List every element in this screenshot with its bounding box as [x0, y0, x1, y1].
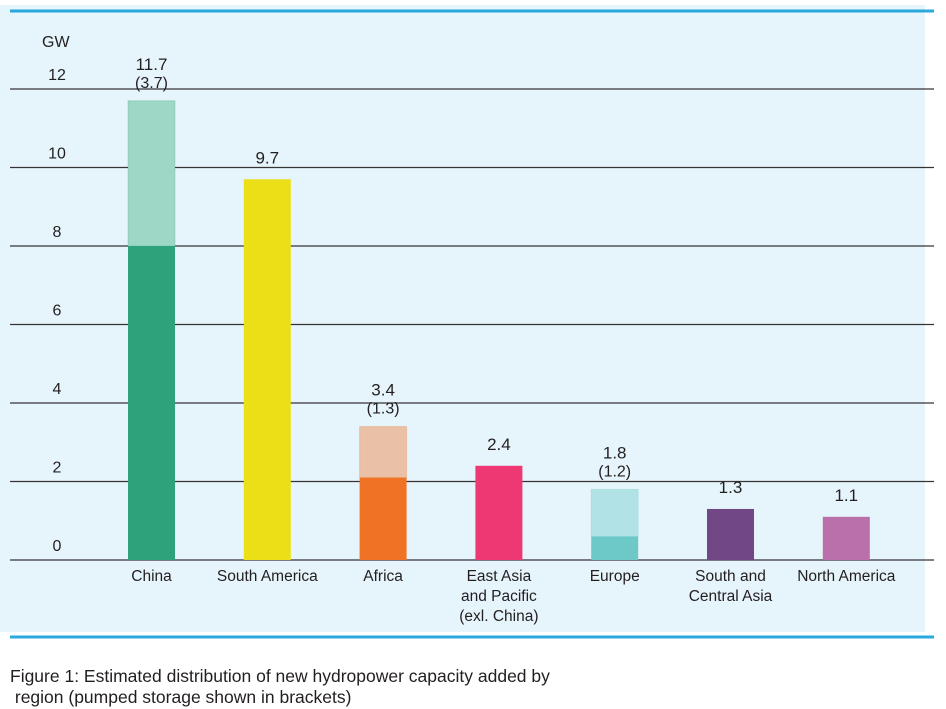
bar-conventional: [707, 508, 754, 560]
x-category-label: Central Asia: [689, 588, 773, 605]
x-category-label: Africa: [363, 568, 403, 585]
bar-conventional: [243, 179, 291, 560]
y-tick-label: 8: [53, 224, 62, 241]
bar-conventional: [591, 536, 639, 560]
y-tick-label: 0: [53, 538, 62, 555]
x-category-label: and Pacific: [461, 588, 537, 605]
y-tick-label: 4: [53, 381, 62, 398]
bar-pumped-storage: [590, 488, 639, 537]
x-category-label: China: [131, 568, 172, 585]
bar-pumped-storage: [359, 426, 408, 479]
y-tick-label: 6: [53, 303, 62, 320]
value-label-pumped: (1.3): [367, 401, 400, 418]
bar-conventional: [475, 465, 523, 560]
bar-conventional: [359, 477, 407, 560]
value-label-pumped: (3.7): [135, 75, 168, 92]
bar-pumped-storage: [127, 100, 176, 247]
labels: 11.7(3.7) China 9.7 South America 3.4(1.3) Af…: [131, 55, 896, 625]
x-category-label: (exl. China): [459, 608, 538, 625]
bars: [127, 100, 870, 560]
bar-conventional: [822, 516, 870, 560]
value-label-total: 1.1: [834, 486, 858, 505]
x-category-label: East Asia: [467, 568, 532, 585]
value-label-total: 3.4: [371, 381, 395, 400]
x-category-label: South and: [695, 568, 766, 585]
value-label-total: 9.7: [255, 148, 279, 167]
y-tick-label: 10: [48, 146, 66, 163]
value-label-total: 1.3: [719, 478, 743, 497]
bar-chart: 0 2 4 6 8 10 12 11.7(3.7) China 9.7 South America…: [0, 5, 934, 639]
figure-caption: Figure 1: Estimated distribution of new …: [10, 666, 650, 708]
value-label-total: 1.8: [603, 443, 627, 462]
y-tick-label: 12: [48, 67, 66, 84]
bar-conventional: [128, 246, 175, 560]
x-category-label: North America: [797, 568, 896, 585]
y-tick-label: 2: [53, 460, 62, 477]
value-label-total: 2.4: [487, 435, 511, 454]
y-axis-unit-label: GW: [42, 34, 70, 51]
value-label-total: 11.7: [136, 55, 168, 74]
caption-line-1: Figure 1: Estimated distribution of new …: [10, 666, 550, 686]
caption-line-2: region (pumped storage shown in brackets…: [10, 687, 352, 707]
x-category-label: South America: [217, 568, 318, 585]
x-category-label: Europe: [590, 568, 640, 585]
value-label-pumped: (1.2): [598, 463, 631, 480]
